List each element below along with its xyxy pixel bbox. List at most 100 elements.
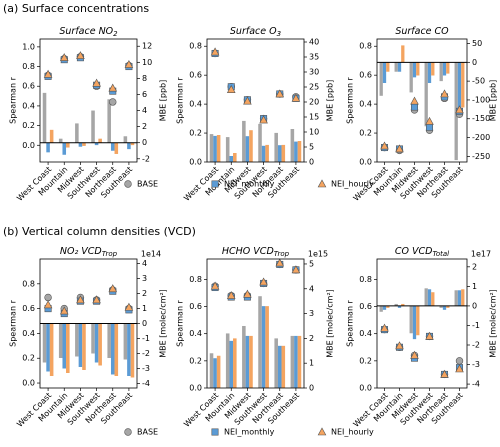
r-marker — [440, 89, 449, 98]
y2-axis-label: MBE [molec/cm²] — [489, 289, 498, 358]
section-heading: (b) Vertical column densities (VCD) — [3, 225, 196, 238]
chart-title-main: Surface CO — [395, 26, 449, 37]
legend-marker — [124, 180, 132, 188]
mbe-bar — [401, 45, 405, 63]
y-tick-label: 0.4 — [22, 101, 35, 110]
y2-tick-label: 40 — [309, 38, 319, 47]
chart-title: Surface O3 — [230, 26, 281, 39]
y-axis-label: Spearman r — [176, 299, 185, 346]
y2-tick-label: 1 — [142, 304, 147, 313]
r-marker — [410, 350, 419, 359]
r-marker — [43, 69, 53, 78]
mbe-bar — [213, 135, 217, 162]
mbe-bar — [397, 62, 402, 72]
y2-tick-label: 35 — [309, 53, 319, 62]
mbe-bar — [442, 62, 447, 76]
y-tick-label: 0.4 — [359, 100, 372, 109]
y-tick-label: 0.0 — [359, 158, 372, 167]
mbe-bar — [123, 323, 128, 360]
mbe-bar — [58, 323, 63, 358]
legend-label: NEI_hourly — [331, 180, 374, 189]
mbe-bar — [446, 305, 450, 308]
mbe-bar — [114, 142, 119, 154]
legend-marker — [211, 180, 219, 188]
y2-axis-label: MBE [molec/cm²] — [159, 289, 168, 358]
mbe-bar — [130, 142, 135, 146]
y2-tick-label: 4 — [309, 284, 314, 293]
y-tick-label: 0.8 — [22, 62, 35, 71]
y2-tick-label: 30 — [309, 68, 319, 77]
y2-tick-label: 6 — [142, 90, 147, 99]
y-tick-label: 0.0 — [22, 379, 35, 388]
y-axis-label: Spearman r — [346, 299, 355, 346]
mbe-bar — [294, 335, 298, 388]
y2-tick-label: 15 — [309, 113, 319, 122]
mbe-bar — [94, 142, 99, 146]
y2-tick-label: 0 — [309, 158, 314, 167]
mbe-bar — [424, 288, 428, 306]
chart-title-subscript: Trop — [274, 250, 290, 258]
y-tick-label: 0.6 — [359, 71, 372, 80]
mbe-bar — [258, 296, 262, 388]
r-marker — [108, 284, 118, 293]
mbe-bar — [245, 335, 250, 388]
r-marker — [395, 341, 404, 350]
mbe-bar — [446, 62, 450, 74]
mbe-bar — [261, 145, 266, 162]
y2-tick-label: -4 — [472, 380, 480, 389]
mbe-bar — [42, 92, 47, 143]
mbe-bar — [216, 135, 221, 162]
legend-label: NEI_monthly — [224, 180, 275, 189]
mbe-bar — [290, 335, 295, 388]
mbe-bar — [412, 305, 417, 340]
y-axis-label: Spearman r — [346, 76, 355, 123]
y-tick-label: 0.6 — [189, 302, 202, 311]
mbe-bar — [49, 323, 54, 376]
y-axis-label: Spearman r — [176, 76, 185, 123]
y2-tick-label: -1 — [472, 321, 480, 330]
y-axis-label: Spearman r — [9, 76, 18, 123]
mbe-bar — [294, 141, 298, 162]
mbe-bar — [386, 62, 390, 72]
r-marker — [291, 265, 301, 274]
y-tick-label: 0.2 — [22, 121, 35, 130]
y2-tick-label: -2 — [142, 349, 150, 358]
mbe-bar — [258, 123, 262, 162]
mbe-bar — [249, 335, 253, 388]
mbe-bar — [75, 123, 79, 143]
y-tick-label: 0.2 — [359, 129, 372, 138]
mbe-bar — [107, 99, 111, 143]
r-marker — [455, 364, 464, 373]
mbe-bar — [114, 323, 119, 376]
y2-tick-label: -2 — [472, 341, 480, 350]
mbe-bar — [209, 134, 214, 162]
r-marker — [455, 357, 464, 365]
mbe-bar — [412, 62, 417, 78]
mbe-bar — [442, 305, 447, 310]
r-marker — [425, 331, 434, 340]
chart-title-subscript: 3 — [277, 30, 281, 38]
mbe-bar — [457, 62, 462, 110]
y2-tick-label: 4 — [142, 106, 147, 115]
r-marker — [124, 59, 134, 68]
y-tick-label: 0.6 — [189, 71, 202, 80]
y2-tick-label: 2 — [472, 262, 477, 271]
mbe-bar — [66, 323, 70, 373]
y-tick-label: 0.2 — [189, 356, 202, 365]
legend-label: NEI_monthly — [224, 428, 275, 437]
y2-tick-label: 0 — [309, 384, 314, 393]
y2-tick-label: 4 — [142, 259, 147, 268]
mbe-bar — [66, 142, 70, 148]
mbe-bar — [394, 303, 398, 306]
y2-axis-label: MBE [molec/cm²] — [326, 289, 335, 358]
mbe-bar — [127, 323, 131, 376]
r-marker — [380, 323, 389, 332]
y2-tick-label: 0 — [472, 58, 477, 67]
y2-tick-label: -3 — [142, 364, 150, 373]
y2-tick-label: 1 — [472, 282, 477, 291]
y2-tick-label: -1 — [142, 334, 150, 343]
r-marker — [275, 89, 285, 98]
mbe-bar — [401, 303, 405, 306]
r-marker — [59, 306, 69, 315]
